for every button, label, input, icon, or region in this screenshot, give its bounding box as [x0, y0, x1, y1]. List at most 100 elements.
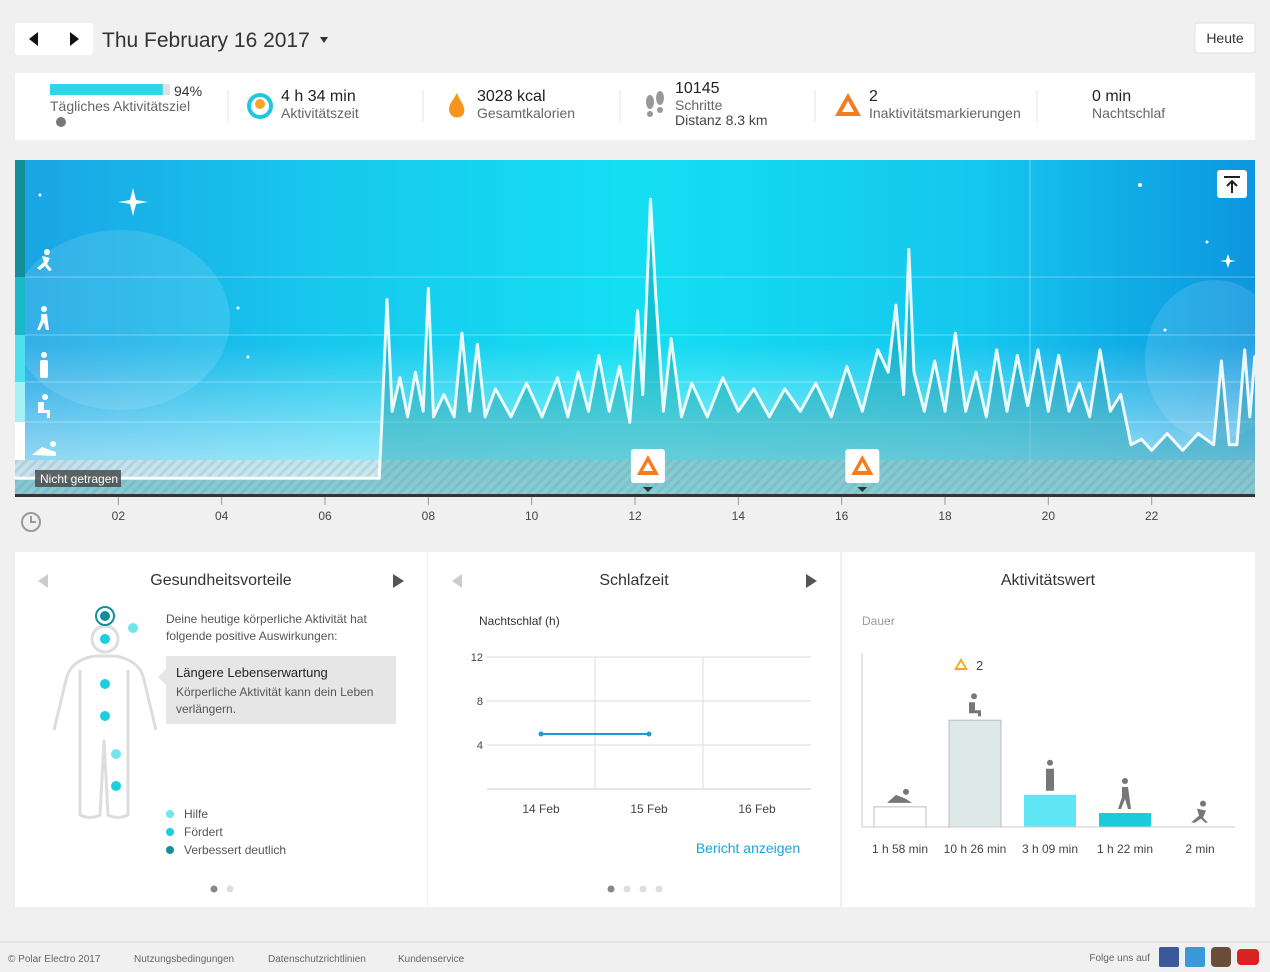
- calories: 3028 kcal: [477, 88, 546, 105]
- legend-dot: [166, 828, 174, 836]
- score-card: [842, 552, 1255, 907]
- y-tick-label: 4: [477, 740, 483, 752]
- twitter[interactable]: [1185, 947, 1205, 967]
- date-dropdown[interactable]: [320, 37, 328, 43]
- dividers: [227, 90, 1038, 122]
- x-tick-label: 18: [938, 509, 952, 523]
- pager: [210, 885, 663, 893]
- sleep-title: Schlafzeit: [599, 572, 669, 589]
- benefit-dots: [95, 606, 138, 791]
- day-chart: [15, 160, 1255, 495]
- calories-label: Gesamtkalorien: [477, 105, 576, 121]
- inactivity-icon: [954, 658, 968, 670]
- bar-label: 3 h 09 min: [1022, 842, 1078, 856]
- level-icon: [1046, 759, 1054, 791]
- inactivity-marker-icon: [851, 455, 874, 475]
- level-icon: [887, 788, 912, 803]
- x-tick-label: 16: [835, 509, 849, 523]
- sleep-legend: Nachtschlaf (h): [479, 614, 560, 628]
- night-sleep: 0 min: [1092, 88, 1132, 105]
- next-arrow[interactable]: [393, 574, 404, 588]
- calories-icon: [449, 93, 465, 118]
- sit-icon: [38, 394, 50, 418]
- level-icon: [1191, 800, 1208, 823]
- prev-arrow[interactable]: [38, 574, 48, 588]
- goal-percent: 94%: [174, 83, 202, 99]
- x-tick-label: 14: [732, 509, 746, 523]
- cloud: [1145, 280, 1255, 440]
- inactivity-marker-icon: [636, 455, 659, 475]
- health-card: [15, 552, 427, 907]
- benefit-box: [166, 656, 396, 724]
- today-label[interactable]: Heute: [1206, 30, 1244, 46]
- goal-bar: [50, 84, 163, 95]
- duration-bar: [1024, 794, 1076, 827]
- inactivity-count: 2: [869, 88, 878, 105]
- x-tick-label: 14 Feb: [522, 802, 560, 816]
- benefit-text: Körperliche Aktivität kann dein Leben ve…: [176, 685, 374, 716]
- activity-area: [15, 199, 1255, 495]
- level-icon: [1118, 778, 1131, 810]
- follow-label: Folge uns auf: [1089, 953, 1150, 964]
- score-axis-label: Dauer: [862, 614, 895, 628]
- x-tick-label: 02: [112, 509, 126, 523]
- x-tick-label: 20: [1042, 509, 1056, 523]
- walk-icon: [37, 306, 49, 330]
- summary-card: [15, 73, 1255, 140]
- facebook[interactable]: [1159, 947, 1179, 967]
- y-tick-label: 8: [477, 696, 483, 708]
- steps: 10145: [675, 80, 720, 97]
- benefit-title: Längere Lebenserwartung: [176, 665, 328, 680]
- inactivity-marker-tip: [857, 487, 868, 492]
- today-button[interactable]: [1194, 22, 1256, 54]
- prev-arrow[interactable]: [452, 574, 462, 588]
- x-tick-label: 15 Feb: [630, 802, 668, 816]
- time-axis: [15, 494, 1255, 497]
- inactivity-icon: [835, 93, 861, 116]
- date[interactable]: Thu February 16 2017: [102, 29, 310, 52]
- info-icon[interactable]: [56, 117, 66, 127]
- stand-icon: [40, 352, 48, 378]
- youtube[interactable]: [1237, 949, 1259, 965]
- footer-link[interactable]: Kundenservice: [398, 954, 465, 965]
- prev-day[interactable]: [29, 32, 38, 46]
- activity-line: [15, 197, 1255, 480]
- inactivity-count: 2: [976, 658, 983, 673]
- inactivity-marker[interactable]: [845, 449, 880, 483]
- bar-label: 1 h 58 min: [872, 842, 928, 856]
- not-worn-box: [35, 470, 121, 487]
- x-tick-label: 10: [525, 509, 539, 523]
- x-tick-label: 06: [318, 509, 332, 523]
- health-intro: Deine heutige körperliche Aktivität hat …: [166, 612, 367, 643]
- inactivity-marker-tip: [642, 487, 653, 492]
- stars: [38, 183, 1244, 359]
- sleep-card: [428, 552, 840, 907]
- export-icon[interactable]: [1224, 176, 1240, 193]
- footer-link[interactable]: Datenschutzrichtlinien: [268, 954, 366, 965]
- inactivity-label: Inaktivitätsmarkierungen: [869, 105, 1021, 121]
- activity-time-icon: [247, 93, 273, 119]
- nav-box: [15, 23, 93, 55]
- next-arrow[interactable]: [806, 574, 817, 588]
- activity-time: 4 h 34 min: [281, 88, 356, 105]
- footer-link[interactable]: Nutzungsbedingungen: [134, 954, 234, 965]
- not-worn-label: Nicht getragen: [40, 472, 118, 486]
- level-icons: [32, 249, 56, 456]
- steps-label: Schritte: [675, 97, 723, 113]
- instagram[interactable]: [1211, 947, 1231, 967]
- health-title: Gesundheitsvorteile: [150, 572, 292, 589]
- report-link[interactable]: Bericht anzeigen: [696, 840, 800, 856]
- next-day[interactable]: [70, 32, 79, 46]
- x-tick-label: 22: [1145, 509, 1159, 523]
- copyright: © Polar Electro 2017: [8, 954, 101, 965]
- legend-label: Hilfe: [184, 807, 208, 821]
- duration-bar: [1099, 813, 1151, 827]
- distance: Distanz 8.3 km: [675, 112, 768, 128]
- y-tick-label: 12: [471, 652, 483, 664]
- x-tick-label: 04: [215, 509, 229, 523]
- inactivity-marker[interactable]: [630, 449, 665, 483]
- goal-label: Tägliches Aktivitätsziel: [50, 98, 190, 114]
- level-strip: [15, 160, 25, 460]
